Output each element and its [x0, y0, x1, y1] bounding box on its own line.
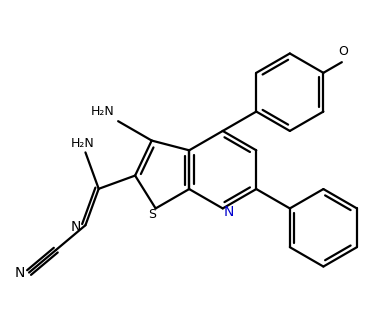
- Text: N: N: [224, 205, 234, 219]
- Text: O: O: [338, 46, 348, 58]
- Text: H₂N: H₂N: [71, 137, 95, 150]
- Text: N: N: [71, 220, 81, 234]
- Text: H₂N: H₂N: [91, 105, 115, 118]
- Text: N: N: [15, 266, 25, 279]
- Text: S: S: [148, 208, 156, 221]
